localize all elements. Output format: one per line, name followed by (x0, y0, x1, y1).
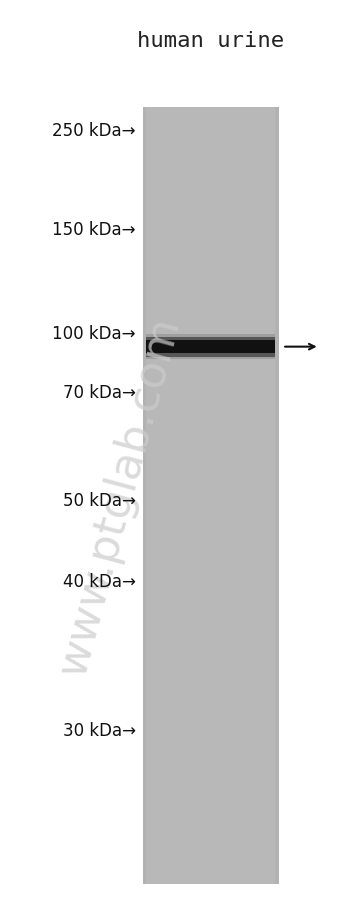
FancyBboxPatch shape (143, 612, 279, 622)
FancyBboxPatch shape (143, 496, 279, 506)
FancyBboxPatch shape (143, 108, 279, 118)
FancyBboxPatch shape (143, 806, 279, 816)
FancyBboxPatch shape (143, 467, 279, 476)
FancyBboxPatch shape (143, 147, 279, 157)
FancyBboxPatch shape (143, 835, 279, 845)
FancyBboxPatch shape (143, 864, 279, 874)
FancyBboxPatch shape (143, 874, 279, 884)
FancyBboxPatch shape (143, 651, 279, 661)
FancyBboxPatch shape (143, 641, 279, 651)
FancyBboxPatch shape (143, 390, 279, 399)
Text: 40 kDa→: 40 kDa→ (63, 573, 136, 591)
FancyBboxPatch shape (143, 215, 279, 225)
FancyBboxPatch shape (143, 506, 279, 516)
FancyBboxPatch shape (143, 661, 279, 671)
FancyBboxPatch shape (143, 399, 279, 409)
FancyBboxPatch shape (143, 671, 279, 680)
FancyBboxPatch shape (143, 554, 279, 564)
Text: 70 kDa→: 70 kDa→ (63, 383, 136, 401)
FancyBboxPatch shape (143, 584, 279, 594)
FancyBboxPatch shape (143, 176, 279, 186)
FancyBboxPatch shape (143, 428, 279, 437)
FancyBboxPatch shape (143, 137, 279, 147)
FancyBboxPatch shape (143, 235, 279, 244)
FancyBboxPatch shape (143, 709, 279, 719)
FancyBboxPatch shape (146, 341, 275, 354)
FancyBboxPatch shape (143, 437, 279, 447)
FancyBboxPatch shape (143, 476, 279, 486)
FancyBboxPatch shape (143, 360, 279, 370)
FancyBboxPatch shape (143, 457, 279, 467)
FancyBboxPatch shape (143, 118, 279, 127)
FancyBboxPatch shape (143, 739, 279, 749)
FancyBboxPatch shape (143, 564, 279, 574)
FancyBboxPatch shape (143, 331, 279, 341)
FancyBboxPatch shape (143, 351, 279, 360)
FancyBboxPatch shape (143, 787, 279, 796)
Text: human urine: human urine (137, 31, 284, 51)
Text: 100 kDa→: 100 kDa→ (52, 325, 136, 343)
FancyBboxPatch shape (143, 631, 279, 641)
FancyBboxPatch shape (143, 341, 279, 351)
FancyBboxPatch shape (143, 312, 279, 321)
FancyBboxPatch shape (143, 680, 279, 690)
FancyBboxPatch shape (143, 525, 279, 535)
FancyBboxPatch shape (143, 545, 279, 554)
FancyBboxPatch shape (143, 108, 146, 884)
Text: www.ptglab.com: www.ptglab.com (50, 312, 188, 680)
FancyBboxPatch shape (143, 225, 279, 235)
FancyBboxPatch shape (143, 622, 279, 631)
FancyBboxPatch shape (143, 108, 279, 884)
FancyBboxPatch shape (143, 292, 279, 302)
FancyBboxPatch shape (143, 244, 279, 253)
FancyBboxPatch shape (143, 768, 279, 778)
FancyBboxPatch shape (143, 719, 279, 729)
FancyBboxPatch shape (143, 796, 279, 806)
FancyBboxPatch shape (143, 778, 279, 787)
FancyBboxPatch shape (143, 302, 279, 312)
FancyBboxPatch shape (143, 700, 279, 709)
Text: 250 kDa→: 250 kDa→ (52, 122, 136, 140)
FancyBboxPatch shape (143, 855, 279, 864)
FancyBboxPatch shape (146, 335, 275, 360)
FancyBboxPatch shape (143, 594, 279, 603)
FancyBboxPatch shape (143, 516, 279, 525)
FancyBboxPatch shape (143, 816, 279, 826)
FancyBboxPatch shape (143, 186, 279, 196)
FancyBboxPatch shape (143, 535, 279, 545)
FancyBboxPatch shape (143, 729, 279, 739)
FancyBboxPatch shape (146, 337, 275, 357)
FancyBboxPatch shape (275, 108, 279, 884)
FancyBboxPatch shape (143, 574, 279, 584)
FancyBboxPatch shape (143, 826, 279, 835)
FancyBboxPatch shape (143, 409, 279, 419)
FancyBboxPatch shape (143, 321, 279, 331)
FancyBboxPatch shape (143, 603, 279, 612)
FancyBboxPatch shape (143, 380, 279, 390)
FancyBboxPatch shape (143, 845, 279, 855)
FancyBboxPatch shape (143, 486, 279, 496)
FancyBboxPatch shape (143, 447, 279, 457)
FancyBboxPatch shape (143, 419, 279, 428)
Text: 50 kDa→: 50 kDa→ (63, 492, 136, 510)
FancyBboxPatch shape (143, 253, 279, 263)
Text: 150 kDa→: 150 kDa→ (52, 221, 136, 239)
FancyBboxPatch shape (143, 263, 279, 273)
FancyBboxPatch shape (143, 157, 279, 166)
FancyBboxPatch shape (143, 370, 279, 380)
FancyBboxPatch shape (143, 206, 279, 215)
FancyBboxPatch shape (143, 127, 279, 137)
Text: 30 kDa→: 30 kDa→ (63, 722, 136, 740)
FancyBboxPatch shape (143, 196, 279, 206)
FancyBboxPatch shape (143, 283, 279, 292)
FancyBboxPatch shape (143, 166, 279, 176)
FancyBboxPatch shape (143, 749, 279, 758)
FancyBboxPatch shape (143, 273, 279, 283)
FancyBboxPatch shape (143, 758, 279, 768)
FancyBboxPatch shape (143, 690, 279, 700)
